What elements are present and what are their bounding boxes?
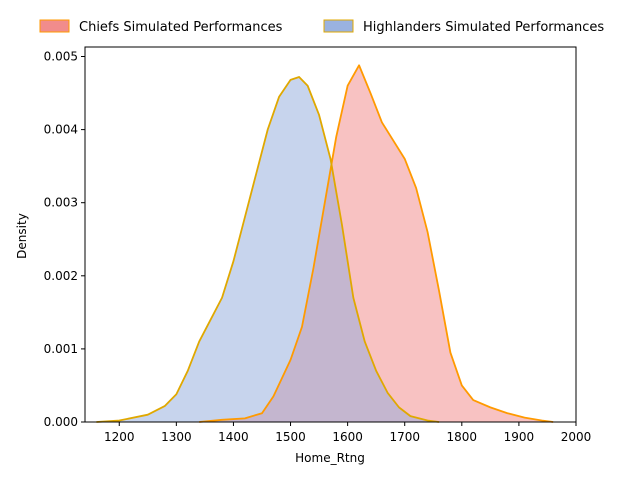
legend-label-highlanders: Highlanders Simulated Performances <box>363 20 604 35</box>
x-tick-label: 1300 <box>161 430 192 444</box>
y-axis-label: Density <box>15 213 29 259</box>
x-tick-label: 1900 <box>504 430 535 444</box>
y-axis-ticks: 0.000 0.001 0.002 0.003 0.004 0.005 <box>44 50 85 429</box>
x-axis-ticks: 1200 1300 1400 1500 1600 1700 1800 1900 2000 <box>104 422 591 444</box>
density-line-series-1 <box>199 64 554 423</box>
x-tick-label: 1600 <box>332 430 363 444</box>
legend: Chiefs Simulated Performances Highlander… <box>39 19 604 35</box>
y-tick-label: 0.001 <box>44 342 78 356</box>
density-area-series-2 <box>96 76 439 422</box>
x-tick-label: 1500 <box>275 430 306 444</box>
legend-swatch-highlanders <box>323 19 354 33</box>
y-tick-label: 0.003 <box>44 196 78 210</box>
x-tick-label: 1200 <box>104 430 135 444</box>
x-tick-label: 1400 <box>218 430 249 444</box>
x-axis-label: Home_Rtng <box>295 451 365 465</box>
x-tick-label: 2000 <box>561 430 592 444</box>
y-tick-label: 0.000 <box>44 415 78 429</box>
x-tick-label: 1700 <box>389 430 420 444</box>
y-tick-label: 0.004 <box>44 123 78 137</box>
density-areas <box>96 64 554 423</box>
density-line-series-2 <box>96 76 440 423</box>
legend-label-chiefs: Chiefs Simulated Performances <box>79 20 283 35</box>
density-area-series-1 <box>199 65 554 423</box>
y-tick-label: 0.002 <box>44 269 78 283</box>
x-tick-label: 1800 <box>447 430 478 444</box>
y-tick-label: 0.005 <box>44 50 78 64</box>
plot-frame <box>84 46 577 423</box>
legend-swatch-chiefs <box>39 19 70 33</box>
